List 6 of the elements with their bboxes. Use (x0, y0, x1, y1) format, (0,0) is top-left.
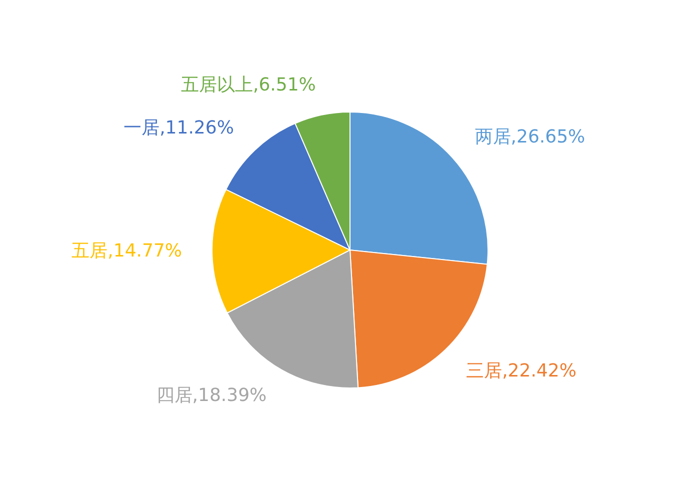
slice-label: 四居,18.39% (156, 384, 267, 406)
slice-label: 三居,22.42% (466, 360, 576, 382)
slice-label: 五居以上,6.51% (180, 74, 316, 96)
slice-label: 一居,11.26% (124, 118, 234, 139)
slice-label: 两居,26.65% (474, 126, 586, 148)
slice-label: 五居,14.77% (72, 240, 182, 262)
